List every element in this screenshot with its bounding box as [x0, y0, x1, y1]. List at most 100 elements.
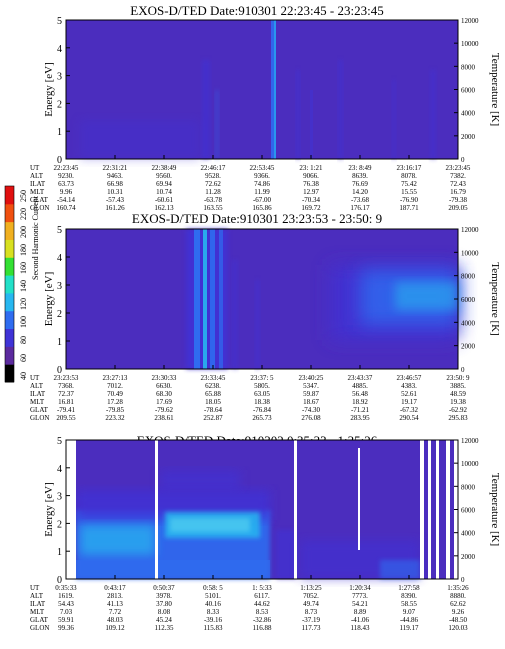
orbit-cell: 1619.	[58, 592, 74, 600]
orbit-cell: 11.99	[254, 188, 270, 196]
orbit-cell: 23:43:37	[348, 374, 373, 382]
orbit-cell: -44.86	[400, 616, 419, 624]
orbit-cell: 3885.	[450, 382, 466, 390]
colorbar-tick-label: 200	[19, 226, 28, 238]
orbit-cell: 120.03	[448, 624, 468, 632]
panel-2-spectrogram	[65, 228, 459, 370]
orbit-cell: 14.20	[352, 188, 368, 196]
orbit-cell: 37.80	[156, 600, 172, 608]
orbit-cell: 4885.	[352, 382, 368, 390]
panel-1: EXOS-D/TED Date:910301 22:23:45 - 23:23:…	[30, 3, 501, 212]
orbit-cell: 8.33	[207, 608, 220, 616]
orbit-cell: 9560.	[156, 172, 172, 180]
colorbar-tick-label: 140	[19, 280, 28, 292]
orbit-cell: 8.89	[354, 608, 367, 616]
orbit-cell: 9366.	[254, 172, 270, 180]
orbit-cell: 23:30:33	[152, 374, 177, 382]
orbit-cell: 2813.	[107, 592, 123, 600]
energy-tick-label: 0	[57, 365, 62, 376]
colorbar-tick-label: 180	[19, 244, 28, 256]
orbit-cell: 23: 1:21	[299, 164, 323, 172]
orbit-cell: -71.21	[351, 406, 370, 414]
colorbar-tick-label: 160	[19, 262, 28, 274]
orbit-row-label: MLT	[30, 608, 45, 616]
orbit-cell: 161.26	[105, 204, 125, 212]
orbit-cell: 4383.	[401, 382, 417, 390]
energy-tick-label: 2	[57, 99, 62, 110]
orbit-cell: 52.61	[401, 390, 417, 398]
orbit-cell: 58.55	[401, 600, 417, 608]
energy-axis-title: Energy [eV]	[43, 482, 55, 536]
orbit-cell: 176.17	[350, 204, 370, 212]
orbit-cell: 99.36	[58, 624, 74, 632]
colorbar-swatch	[5, 275, 14, 294]
orbit-cell: 163.55	[203, 204, 223, 212]
orbit-cell: 48.59	[450, 390, 466, 398]
orbit-cell: -74.30	[302, 406, 321, 414]
colorbar-tick-label: 100	[19, 316, 28, 328]
orbit-row-label: MLT	[30, 398, 45, 406]
orbit-cell: 265.73	[252, 414, 272, 422]
orbit-cell: 63.05	[254, 390, 270, 398]
orbit-cell: 9463.	[107, 172, 123, 180]
orbit-cell: -78.64	[204, 406, 223, 414]
panel-2-title: EXOS-D/TED Date:910301 23:23:53 - 23:50:…	[132, 211, 382, 226]
colorbar-swatch	[5, 346, 14, 365]
temperature-tick-label: 8000	[461, 483, 476, 491]
temperature-tick-label: 6000	[461, 296, 476, 304]
orbit-cell: 44.62	[254, 600, 270, 608]
orbit-cell: 23:33:45	[201, 374, 226, 382]
energy-axis-title: Energy [eV]	[43, 62, 55, 116]
orbit-cell: -54.14	[57, 196, 76, 204]
orbit-cell: 0:35:33	[55, 584, 77, 592]
orbit-cell: 23:16:17	[397, 164, 422, 172]
orbit-cell: 19.17	[401, 398, 417, 406]
orbit-cell: 0:58: 5	[203, 584, 223, 592]
orbit-cell: 162.13	[154, 204, 174, 212]
orbit-cell: 187.71	[399, 204, 419, 212]
orbit-cell: 6238.	[205, 382, 221, 390]
orbit-cell: 109.12	[105, 624, 125, 632]
orbit-cell: -76.90	[400, 196, 419, 204]
orbit-cell: 40.16	[205, 600, 221, 608]
energy-tick-label: 4	[57, 44, 62, 55]
orbit-cell: -79.38	[449, 196, 468, 204]
orbit-cell: 68.30	[156, 390, 172, 398]
orbit-cell: 223.32	[105, 414, 125, 422]
orbit-row-label: ILAT	[30, 600, 46, 608]
colorbar-tick-label: 250	[19, 190, 28, 202]
orbit-cell: 23:37: 5	[250, 374, 274, 382]
temperature-tick-label: 10000	[461, 249, 479, 257]
orbit-cell: 8880.	[450, 592, 466, 600]
colorbar-swatch	[5, 292, 14, 312]
orbit-cell: 19.38	[450, 398, 466, 406]
orbit-row-label: MLT	[30, 188, 45, 196]
orbit-cell: 18.67	[303, 398, 319, 406]
orbit-cell: 160.74	[56, 204, 76, 212]
energy-tick-label: 3	[57, 72, 62, 83]
orbit-cell: 8.53	[256, 608, 269, 616]
orbit-cell: 8639.	[352, 172, 368, 180]
orbit-cell: -70.34	[302, 196, 321, 204]
orbit-cell: -79.85	[106, 406, 125, 414]
colorbar-swatch	[5, 310, 14, 330]
orbit-cell: 23:46:57	[397, 374, 422, 382]
orbit-cell: 17.28	[107, 398, 123, 406]
orbit-cell: 22:31:21	[103, 164, 128, 172]
orbit-cell: -67.32	[400, 406, 419, 414]
energy-tick-label: 5	[57, 436, 62, 447]
temperature-tick-label: 0	[461, 366, 465, 374]
orbit-cell: 290.54	[399, 414, 419, 422]
orbit-cell: 23:40:25	[299, 374, 324, 382]
orbit-cell: 15.55	[401, 188, 417, 196]
energy-tick-label: 0	[57, 575, 62, 586]
orbit-cell: 1:20:34	[349, 584, 371, 592]
orbit-cell: 9528.	[205, 172, 221, 180]
energy-tick-label: 3	[57, 281, 62, 292]
orbit-cell: 69.94	[156, 180, 172, 188]
orbit-cell: 45.24	[156, 616, 172, 624]
temperature-axis-title: Temperature [K]	[489, 53, 501, 126]
orbit-cell: 54.43	[58, 600, 74, 608]
orbit-cell: -79.62	[155, 406, 174, 414]
orbit-cell: -48.50	[449, 616, 468, 624]
